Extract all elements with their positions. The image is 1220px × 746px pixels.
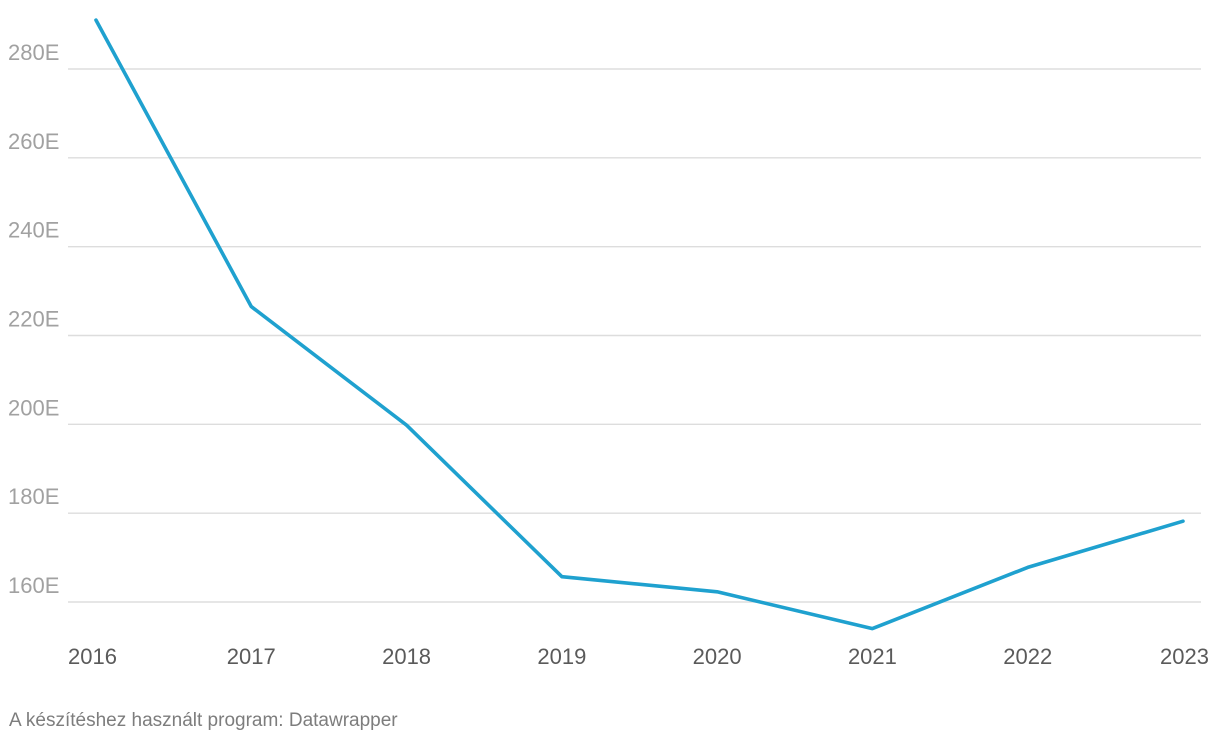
x-tick-label: 2022 (1003, 644, 1052, 669)
x-tick-label: 2020 (693, 644, 742, 669)
x-tick-label: 2016 (68, 644, 117, 669)
series-layer (94, 18, 1185, 631)
y-tick-label: 200E (8, 395, 59, 420)
y-tick-label: 260E (8, 129, 59, 154)
x-tick-label: 2017 (227, 644, 276, 669)
x-tick-label: 2021 (848, 644, 897, 669)
y-tick-label: 280E (8, 40, 59, 65)
y-tick-label: 180E (8, 484, 59, 509)
y-tick-label: 240E (8, 218, 59, 243)
chart-credit: A készítéshez használt program: Datawrap… (9, 710, 398, 731)
series-line (94, 18, 1185, 631)
x-tick-label: 2019 (537, 644, 586, 669)
x-tick-label: 2023 (1160, 644, 1209, 669)
y-gridlines (68, 68, 1201, 603)
x-axis-labels: 2016 2017 2018 2019 2020 2021 2022 2023 (68, 644, 1209, 669)
y-axis-labels: 160E 180E 200E 220E 240E 260E 280E (8, 40, 59, 598)
y-tick-label: 220E (8, 307, 59, 332)
y-tick-label: 160E (8, 573, 59, 598)
x-tick-label: 2018 (382, 644, 431, 669)
